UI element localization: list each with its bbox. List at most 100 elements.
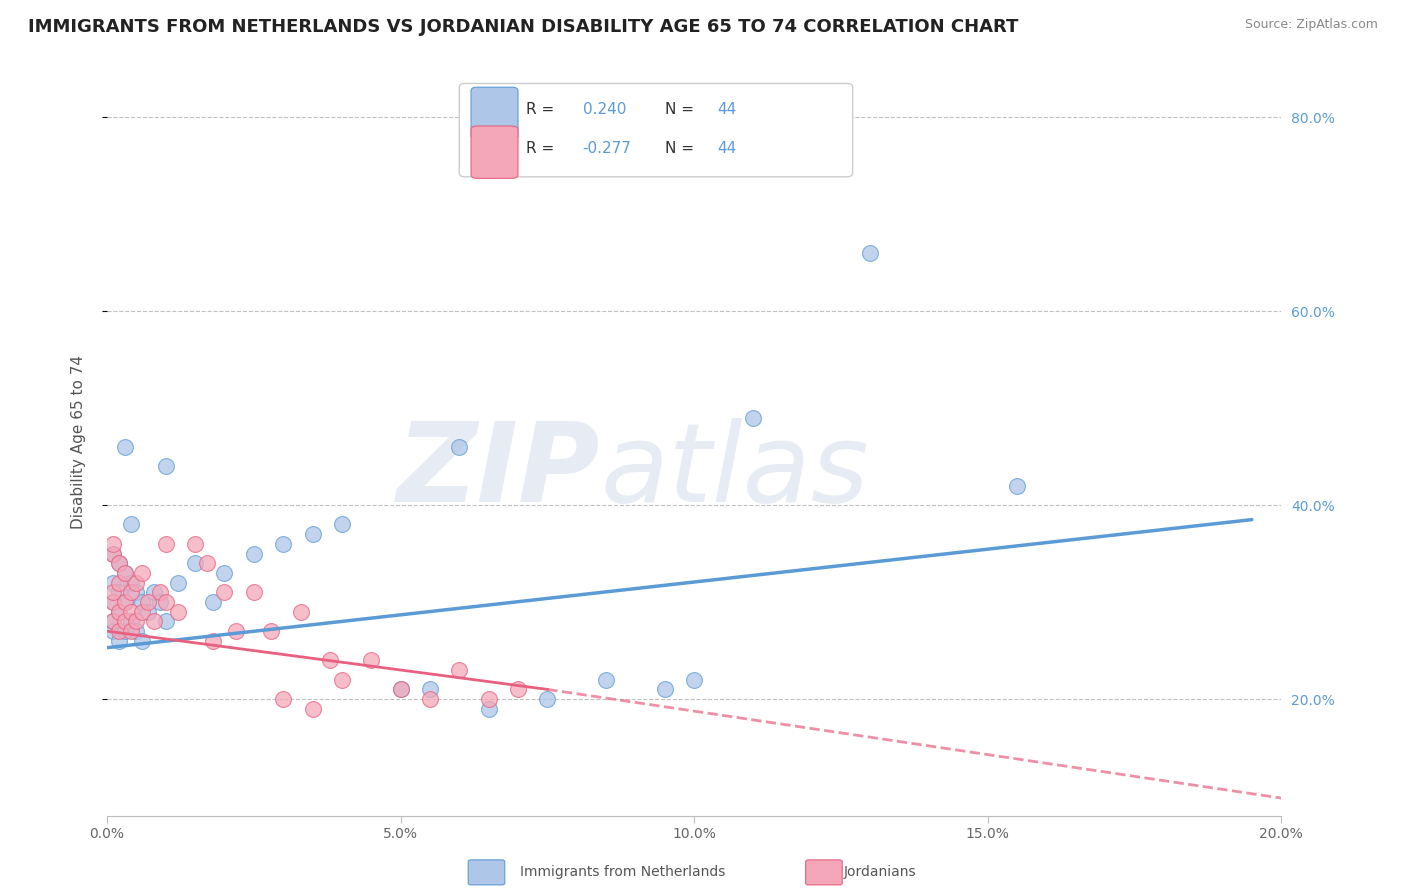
Point — [101, 585, 124, 599]
Point — [271, 537, 294, 551]
Text: -0.277: -0.277 — [582, 141, 631, 156]
Point — [101, 537, 124, 551]
Point — [449, 440, 471, 454]
FancyBboxPatch shape — [471, 87, 517, 139]
Point — [166, 575, 188, 590]
Point — [536, 692, 558, 706]
Point — [120, 585, 142, 599]
Point — [120, 615, 142, 629]
Point — [101, 615, 124, 629]
Text: R =: R = — [526, 141, 560, 156]
Point — [201, 595, 224, 609]
Point — [108, 633, 131, 648]
Point — [108, 556, 131, 570]
Point — [120, 575, 142, 590]
Point — [301, 702, 323, 716]
Point — [301, 527, 323, 541]
Point — [184, 556, 207, 570]
Point — [271, 692, 294, 706]
Point — [330, 517, 353, 532]
Text: N =: N = — [665, 141, 699, 156]
Text: Jordanians: Jordanians — [844, 865, 917, 880]
Point — [195, 556, 218, 570]
Point — [166, 605, 188, 619]
Point — [101, 624, 124, 639]
Point — [114, 615, 136, 629]
Point — [290, 605, 312, 619]
Point — [214, 566, 236, 580]
Y-axis label: Disability Age 65 to 74: Disability Age 65 to 74 — [72, 355, 86, 529]
Point — [114, 566, 136, 580]
Point — [654, 682, 676, 697]
Point — [155, 537, 177, 551]
Point — [108, 585, 131, 599]
Point — [155, 615, 177, 629]
Point — [101, 595, 124, 609]
Point — [114, 595, 136, 609]
Point — [120, 624, 142, 639]
Point — [449, 663, 471, 677]
Point — [114, 440, 136, 454]
Point — [225, 624, 247, 639]
Point — [243, 585, 266, 599]
Text: IMMIGRANTS FROM NETHERLANDS VS JORDANIAN DISABILITY AGE 65 TO 74 CORRELATION CHA: IMMIGRANTS FROM NETHERLANDS VS JORDANIAN… — [28, 18, 1018, 36]
Point — [114, 566, 136, 580]
Point — [108, 605, 131, 619]
Point — [125, 585, 148, 599]
Point — [143, 585, 166, 599]
Point — [389, 682, 412, 697]
FancyBboxPatch shape — [460, 84, 852, 177]
Text: N =: N = — [665, 102, 699, 117]
Point — [108, 605, 131, 619]
Point — [101, 575, 124, 590]
Text: Source: ZipAtlas.com: Source: ZipAtlas.com — [1244, 18, 1378, 31]
Point — [419, 682, 441, 697]
Point — [243, 547, 266, 561]
FancyBboxPatch shape — [471, 126, 517, 178]
Point — [155, 595, 177, 609]
Point — [859, 245, 882, 260]
Point — [101, 615, 124, 629]
Point — [114, 624, 136, 639]
Point — [330, 673, 353, 687]
Point — [155, 459, 177, 474]
Text: Immigrants from Netherlands: Immigrants from Netherlands — [520, 865, 725, 880]
Point — [360, 653, 382, 667]
Point — [149, 585, 172, 599]
Point — [319, 653, 342, 667]
Point — [214, 585, 236, 599]
Point — [683, 673, 706, 687]
Point — [201, 633, 224, 648]
Text: 0.240: 0.240 — [582, 102, 626, 117]
Point — [136, 605, 159, 619]
Point — [389, 682, 412, 697]
Point — [565, 120, 588, 134]
Point — [506, 682, 529, 697]
Point — [120, 605, 142, 619]
Point — [101, 547, 124, 561]
Point — [108, 556, 131, 570]
Point — [1005, 478, 1028, 492]
Point — [108, 575, 131, 590]
Point — [595, 673, 617, 687]
Point — [101, 595, 124, 609]
Text: 44: 44 — [717, 141, 737, 156]
Point — [136, 595, 159, 609]
Text: ZIP: ZIP — [396, 418, 600, 525]
Point — [419, 692, 441, 706]
Point — [260, 624, 283, 639]
Point — [125, 615, 148, 629]
Point — [125, 624, 148, 639]
Point — [184, 537, 207, 551]
Point — [108, 624, 131, 639]
Point — [143, 615, 166, 629]
Point — [101, 547, 124, 561]
Point — [741, 410, 763, 425]
Point — [114, 595, 136, 609]
Point — [149, 595, 172, 609]
Text: 44: 44 — [717, 102, 737, 117]
Point — [131, 605, 153, 619]
Point — [131, 595, 153, 609]
Text: R =: R = — [526, 102, 560, 117]
Point — [131, 566, 153, 580]
